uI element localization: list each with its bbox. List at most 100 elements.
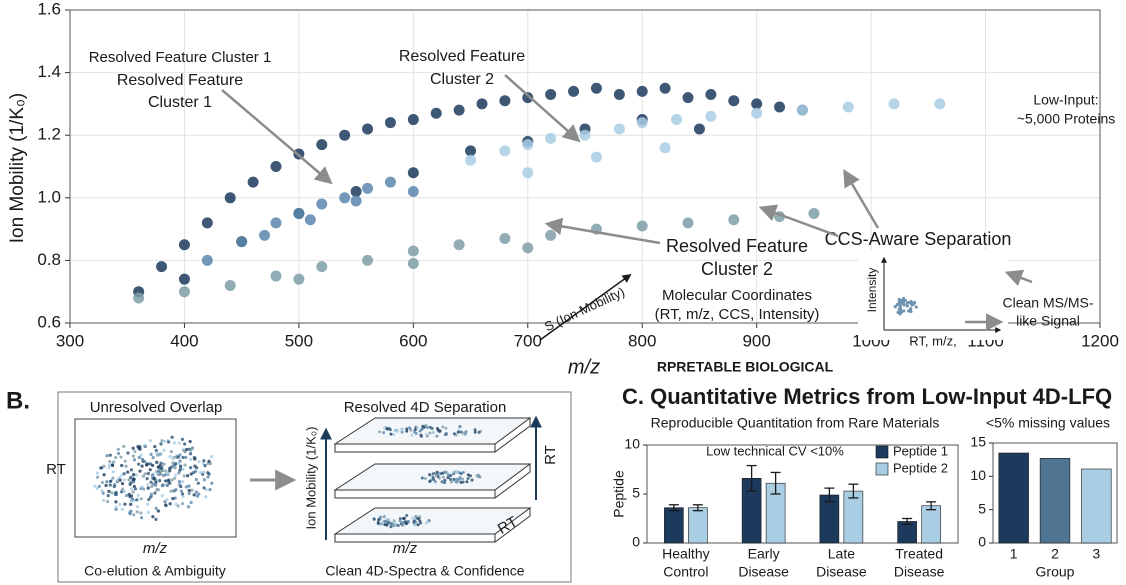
overlap-dot bbox=[194, 490, 198, 494]
layer-dot bbox=[458, 476, 462, 480]
layer-dot bbox=[443, 480, 447, 484]
layer-dot bbox=[449, 480, 453, 484]
overlap-dot bbox=[129, 509, 133, 513]
y-tick-label: 10 bbox=[624, 436, 640, 452]
layer-dot bbox=[424, 521, 428, 525]
overlap-dot bbox=[148, 462, 152, 466]
scatter-point bbox=[293, 207, 305, 219]
layer-dot bbox=[383, 523, 387, 527]
legend-swatch bbox=[875, 445, 889, 459]
scatter-point bbox=[407, 245, 419, 257]
overlap-dot bbox=[202, 470, 206, 474]
layer-dot bbox=[463, 431, 467, 435]
layer-dot bbox=[451, 470, 455, 474]
bar bbox=[843, 490, 864, 544]
layer-dot bbox=[435, 434, 439, 438]
overlap-dot bbox=[189, 448, 193, 452]
inset-box bbox=[858, 250, 1008, 340]
overlap-dot bbox=[127, 492, 131, 496]
axis-label: RT bbox=[46, 461, 66, 478]
annotation-arrow bbox=[1004, 269, 1033, 287]
layer-dot bbox=[382, 426, 386, 430]
bar bbox=[688, 507, 708, 544]
layer-dot bbox=[459, 480, 463, 484]
scatter-point bbox=[613, 89, 625, 101]
layer-dot bbox=[388, 521, 392, 525]
scatter-point bbox=[465, 154, 477, 166]
overlap-dot bbox=[162, 462, 166, 466]
scatter-point bbox=[270, 270, 282, 282]
overlap-dot bbox=[192, 493, 196, 497]
scatter-point bbox=[178, 286, 190, 298]
overlap-dot bbox=[149, 480, 153, 484]
overlap-dot bbox=[160, 494, 164, 498]
inset-dot bbox=[893, 305, 897, 309]
layer-dot bbox=[401, 521, 405, 525]
overlap-dot bbox=[195, 466, 199, 470]
overlap-dot bbox=[180, 437, 185, 442]
annotation: Resolved Feature bbox=[117, 72, 243, 89]
error-bar bbox=[770, 471, 781, 495]
overlap-dot bbox=[129, 494, 133, 498]
layer-dot bbox=[448, 477, 452, 481]
overlap-dot bbox=[171, 464, 175, 468]
overlap-dot bbox=[210, 454, 214, 459]
x-tick-label: 800 bbox=[628, 331, 656, 350]
overlap-dot bbox=[168, 469, 172, 473]
layer-dot bbox=[478, 475, 482, 479]
layer-dot bbox=[437, 476, 441, 480]
overlap-dot bbox=[140, 457, 145, 461]
layer-dot bbox=[418, 429, 422, 433]
overlap-dot bbox=[122, 478, 127, 482]
overlap-dot bbox=[147, 497, 151, 502]
y-axis-label: Peptide bbox=[611, 470, 627, 518]
overlap-dot bbox=[172, 489, 176, 493]
overlap-dot bbox=[204, 495, 208, 499]
overlap-dot bbox=[170, 435, 174, 439]
layer-dot bbox=[466, 476, 470, 480]
error-bar bbox=[746, 464, 757, 492]
annotation: Intensity bbox=[865, 268, 879, 313]
overlap-dot bbox=[95, 486, 99, 491]
scatter-point bbox=[316, 261, 328, 273]
layer-dot bbox=[470, 478, 474, 482]
inset-dot bbox=[899, 310, 904, 314]
overlap-dot bbox=[167, 440, 171, 444]
overlap-dot bbox=[122, 444, 126, 449]
annotation-arrow bbox=[539, 273, 632, 341]
panel-label: B. bbox=[6, 387, 30, 414]
scatter-point bbox=[751, 98, 763, 110]
scatter-point bbox=[636, 85, 648, 97]
scatter-point bbox=[728, 95, 740, 107]
overlap-dot bbox=[164, 503, 168, 508]
overlap-dot bbox=[196, 481, 200, 485]
layer-dot bbox=[419, 434, 423, 438]
x-tick-label: 3 bbox=[1092, 546, 1100, 562]
scatter-point bbox=[659, 142, 671, 154]
layer-dot bbox=[473, 430, 477, 434]
layer-dot bbox=[443, 433, 447, 437]
scatter-point bbox=[350, 186, 362, 198]
overlap-dot bbox=[156, 509, 160, 513]
overlap-dot bbox=[153, 444, 157, 449]
overlap-dot bbox=[127, 478, 131, 482]
overlap-dot bbox=[122, 489, 126, 494]
overlap-dot bbox=[139, 453, 143, 457]
scatter-point bbox=[247, 176, 259, 188]
overlap-dot bbox=[154, 517, 158, 522]
layer-dot bbox=[428, 473, 432, 477]
overlap-dot bbox=[119, 455, 123, 459]
scatter-point bbox=[178, 239, 190, 251]
overlap-dot bbox=[188, 439, 192, 444]
overlap-dot bbox=[129, 502, 133, 506]
overlap-dot bbox=[146, 483, 150, 487]
scatter-point bbox=[568, 85, 580, 97]
scatter-point bbox=[178, 273, 190, 285]
y-tick-label: 1.0 bbox=[37, 187, 61, 206]
axis-label: m/z bbox=[393, 540, 418, 557]
overlap-dot bbox=[99, 466, 104, 470]
overlap-dot bbox=[183, 442, 187, 446]
overlap-dot bbox=[131, 446, 135, 450]
overlap-dot bbox=[148, 468, 152, 472]
overlap-dot bbox=[194, 477, 198, 482]
